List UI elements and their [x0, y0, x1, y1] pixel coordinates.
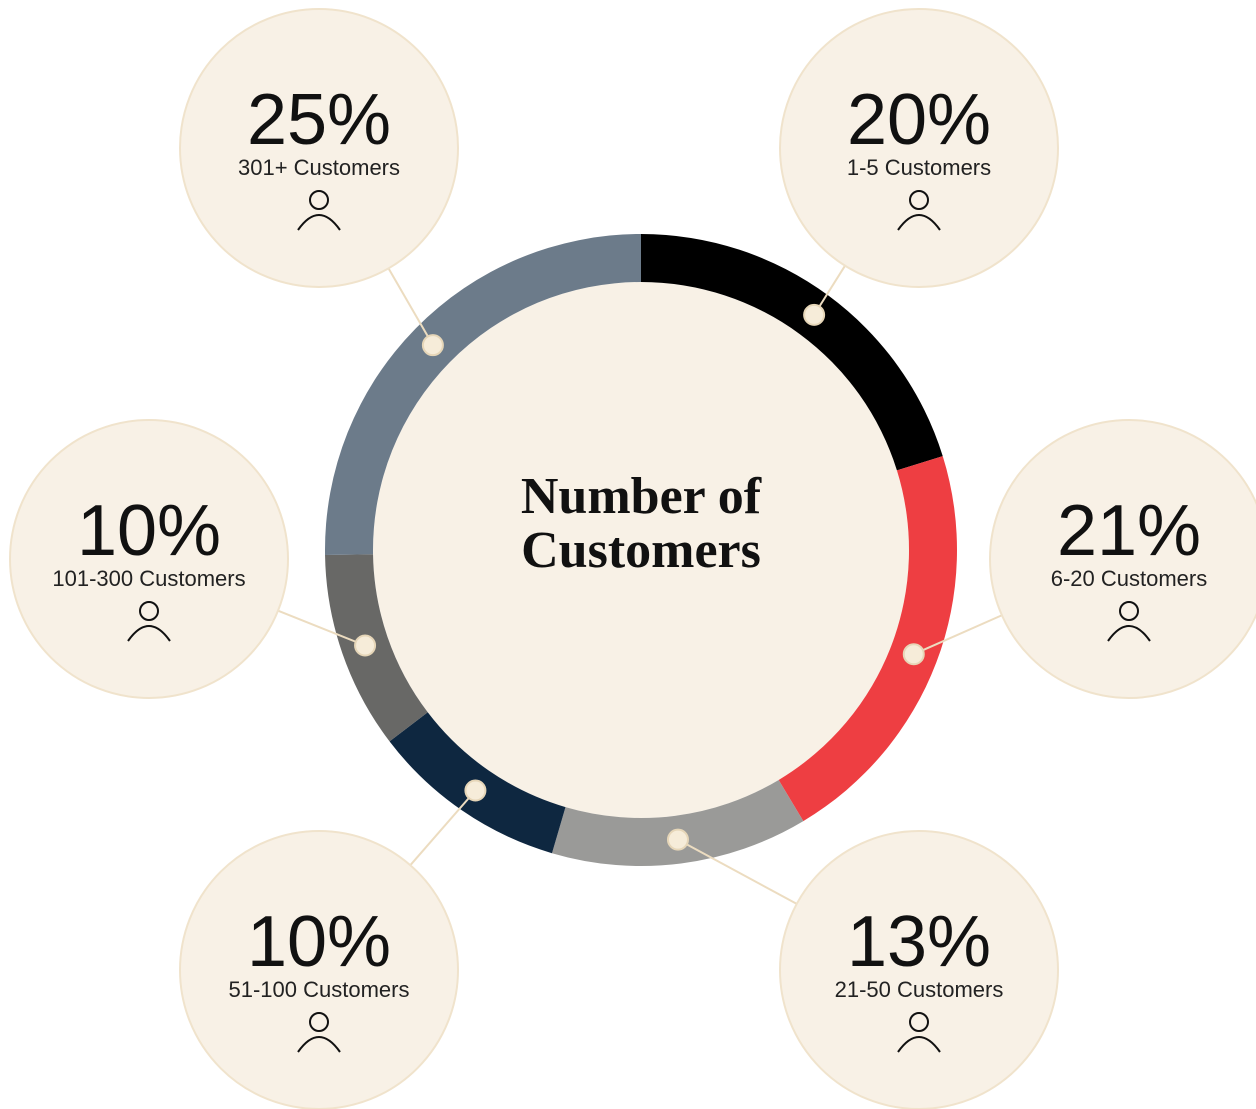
connector-dot [803, 303, 826, 326]
person-body [1107, 625, 1151, 642]
person-body [127, 625, 171, 642]
person-body [897, 1036, 941, 1053]
donut-segment [641, 234, 943, 471]
bubble [779, 8, 1059, 288]
donut-segment [325, 554, 428, 742]
value-label: 20% [847, 80, 991, 160]
value-label: 10% [247, 902, 391, 982]
category-label: 6-20 Customers [1051, 566, 1208, 591]
connector-dot [421, 334, 444, 357]
bubble [779, 830, 1059, 1109]
value-label: 21% [1057, 491, 1201, 571]
bubble [179, 8, 459, 288]
category-label: 301+ Customers [238, 155, 400, 180]
chart-title: Number of Customers [520, 468, 762, 579]
donut-center [373, 282, 909, 818]
connector-dot [902, 643, 925, 666]
connector [913, 614, 1003, 656]
donut-segment [551, 779, 804, 866]
person-head [139, 601, 159, 621]
bubble [989, 419, 1256, 699]
connector [277, 609, 366, 647]
person-head [309, 190, 329, 210]
person-head [309, 1012, 329, 1032]
connector [387, 267, 434, 346]
person-head [909, 190, 929, 210]
person-head [909, 1012, 929, 1032]
category-label: 21-50 Customers [835, 977, 1004, 1002]
bubble [179, 830, 459, 1109]
donut-segment [324, 234, 641, 556]
category-label: 1-5 Customers [847, 155, 991, 180]
connector-dot [464, 779, 487, 802]
bubble [9, 419, 289, 699]
connector [677, 838, 798, 905]
person-body [297, 1036, 341, 1053]
donut-segment [778, 456, 957, 822]
category-label: 51-100 Customers [229, 977, 410, 1002]
value-label: 25% [247, 80, 391, 160]
person-body [297, 214, 341, 231]
category-label: 101-300 Customers [52, 566, 245, 591]
connector [409, 789, 477, 866]
connector-dot [666, 828, 689, 851]
person-body [897, 214, 941, 231]
value-label: 13% [847, 902, 991, 982]
connector-dot [354, 634, 377, 657]
person-head [1119, 601, 1139, 621]
value-label: 10% [77, 491, 221, 571]
